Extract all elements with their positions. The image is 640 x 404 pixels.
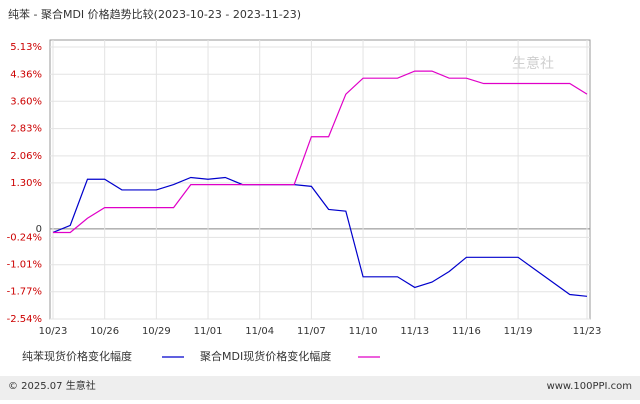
y-tick-label: 1.30% [10, 178, 42, 189]
y-tick-label: 2.06% [10, 151, 42, 162]
x-tick-label: 11/23 [573, 326, 602, 337]
y-tick-label: 4.36% [10, 69, 42, 80]
x-tick-label: 10/29 [142, 326, 171, 337]
footer-right: www.100PPI.com [547, 381, 632, 392]
series-line [52, 176, 588, 297]
watermark: 生意社 [512, 55, 554, 72]
x-tick-label: 11/19 [504, 326, 533, 337]
x-tick-label: 11/10 [349, 326, 378, 337]
legend-label: 纯苯现货价格变化幅度 [22, 349, 132, 363]
y-tick-label: 5.13% [10, 42, 42, 53]
x-tick-label: 11/04 [245, 326, 274, 337]
x-tick-label: 11/16 [452, 326, 481, 337]
footer-band [0, 376, 640, 400]
legend-label: 聚合MDI现货价格变化幅度 [200, 349, 331, 363]
y-tick-label: 0 [36, 224, 42, 235]
x-tick-label: 11/07 [297, 326, 326, 337]
x-tick-label: 10/26 [90, 326, 119, 337]
chart-title: 纯苯 - 聚合MDI 价格趋势比较(2023-10-23 - 2023-11-2… [8, 7, 301, 21]
y-tick-label: -0.24% [7, 232, 42, 243]
y-tick-label: -1.77% [7, 287, 42, 298]
x-tick-label: 11/13 [400, 326, 429, 337]
y-tick-label: -1.01% [7, 260, 42, 271]
footer-left: © 2025.07 生意社 [8, 379, 96, 392]
plot-area [49, 39, 591, 320]
x-tick-label: 11/01 [194, 326, 223, 337]
y-tick-label: -2.54% [7, 314, 42, 325]
y-tick-label: 3.60% [10, 96, 42, 107]
x-tick-label: 10/23 [39, 326, 68, 337]
series-line [53, 70, 588, 234]
y-tick-label: 2.83% [10, 124, 42, 135]
